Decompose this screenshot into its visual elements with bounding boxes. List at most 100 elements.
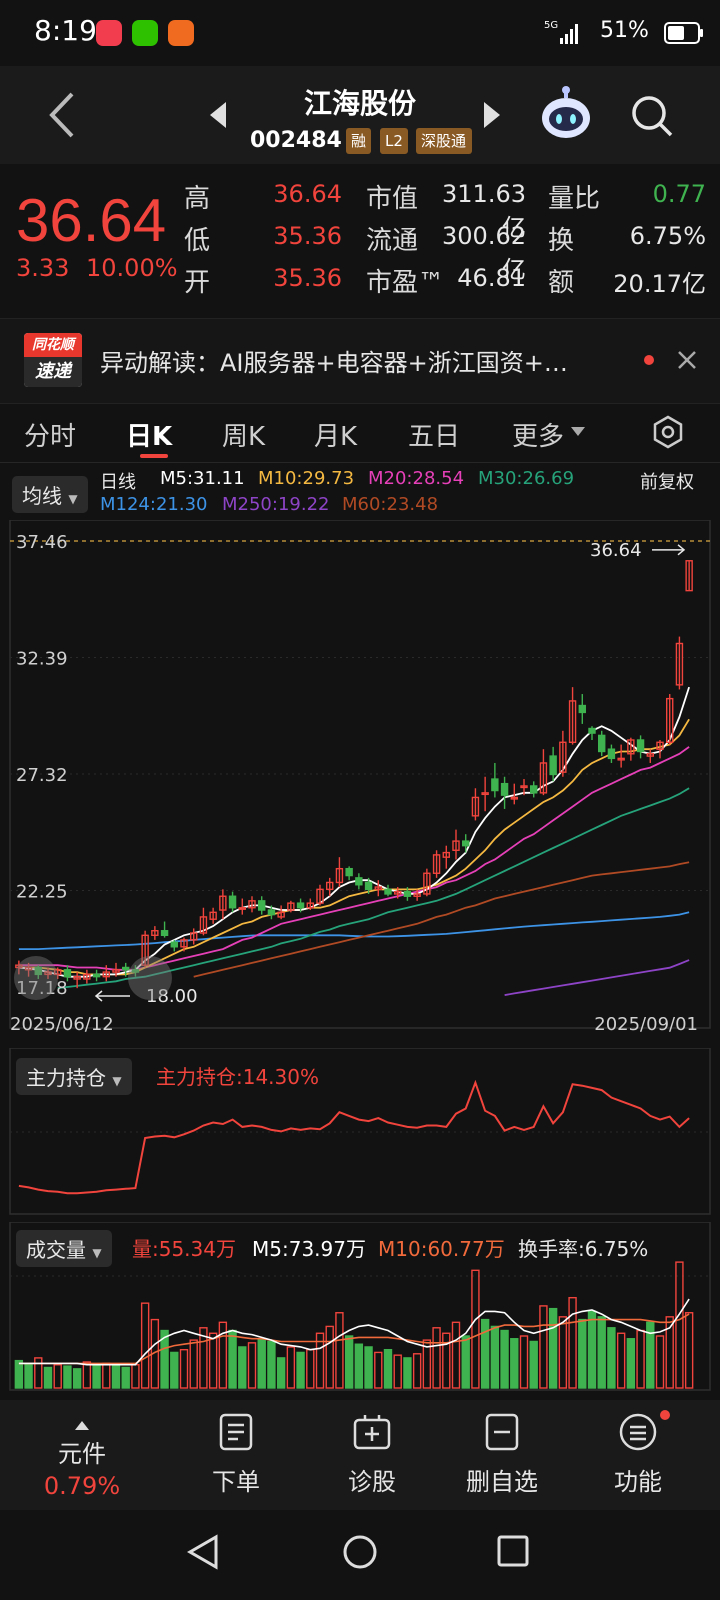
volume-bar — [364, 1346, 373, 1389]
ma60-label: M60:23.48 — [342, 494, 439, 515]
volume-bar — [568, 1296, 577, 1389]
volume-bar — [442, 1332, 451, 1389]
wechat-icon — [132, 20, 158, 46]
volume-bar — [597, 1316, 606, 1389]
volume-header: 成交量 ▼ 量:55.34万 M5:73.97万 M10:60.77万 换手率:… — [0, 1230, 720, 1267]
bottom-toolbar: 元件 0.79% 下单 诊股 删自选 — [0, 1400, 720, 1510]
volume-bar — [510, 1338, 519, 1389]
candle — [102, 965, 110, 982]
back-icon[interactable] — [44, 90, 80, 140]
candle — [656, 739, 664, 759]
volume-bar — [374, 1351, 383, 1389]
stock-name: 江海股份 — [303, 87, 416, 120]
candle — [151, 926, 159, 940]
candle — [355, 873, 363, 890]
candle-body — [462, 840, 470, 847]
turnover-value: 6.75% — [629, 222, 706, 250]
nav-home-icon[interactable] — [342, 1534, 378, 1570]
sector-button[interactable]: 元件 0.79% — [12, 1400, 152, 1510]
adjust-mode[interactable]: 前复权 — [640, 472, 694, 493]
connect-tag: 深股通 — [416, 128, 472, 154]
open-label: 开 — [184, 268, 211, 298]
candle — [316, 884, 324, 906]
volume-bar — [53, 1364, 62, 1389]
tab-weekly-k[interactable]: 周K — [222, 422, 266, 452]
order-label: 下单 — [212, 1468, 260, 1496]
candle — [481, 776, 489, 812]
line-type-label: 日线 — [100, 472, 136, 493]
candle — [209, 907, 217, 924]
volume-bar — [607, 1327, 616, 1389]
y-axis-tick: 17.18 — [16, 978, 68, 999]
ma10-line — [18, 718, 690, 976]
candle — [44, 967, 52, 979]
candle-body — [384, 888, 392, 895]
volume-select[interactable]: 成交量 ▼ — [16, 1230, 112, 1267]
volume-bar — [432, 1327, 441, 1389]
tab-intraday[interactable]: 分时 — [24, 422, 77, 452]
status-time: 8:19 — [34, 14, 97, 47]
volume-bar — [383, 1348, 393, 1389]
volume-bar — [529, 1340, 538, 1389]
volume-bar — [344, 1335, 354, 1389]
volume-bar — [636, 1329, 645, 1389]
robot-assistant-icon[interactable] — [538, 86, 594, 142]
l2-tag: L2 — [380, 128, 408, 154]
network-icon: 5G — [544, 20, 559, 31]
prev-stock-icon[interactable] — [208, 100, 228, 130]
close-icon[interactable] — [676, 349, 698, 371]
force-value-label: 主力持仓:14.30% — [156, 1065, 319, 1089]
force-select[interactable]: 主力持仓 ▼ — [16, 1058, 132, 1095]
candle — [248, 896, 256, 913]
volume-chart[interactable] — [0, 1222, 720, 1392]
candle — [364, 877, 373, 894]
volume-bar — [72, 1368, 82, 1389]
tab-daily-k[interactable]: 日K — [126, 422, 173, 452]
function-label: 功能 — [614, 1468, 662, 1496]
remove-watchlist-button[interactable]: 删自选 — [432, 1400, 572, 1510]
candle-body — [394, 890, 402, 895]
next-stock-icon[interactable] — [482, 100, 502, 130]
candle-body — [209, 911, 217, 920]
candle — [219, 889, 227, 920]
chevron-down-icon: ▼ — [112, 1074, 122, 1088]
news-logo-top: 同花顺 — [24, 333, 82, 357]
news-banner[interactable]: 同花顺 速递 异动解读：AI服务器+电容器+浙江国资+… — [0, 318, 720, 404]
amount-label: 额 — [548, 268, 575, 298]
settings-icon[interactable] — [650, 414, 686, 450]
nav-recents-icon[interactable] — [496, 1534, 530, 1568]
candle-body — [92, 973, 101, 978]
volume-bar — [403, 1357, 412, 1389]
candle — [685, 560, 693, 592]
candle — [287, 900, 295, 913]
function-button[interactable]: 功能 — [568, 1400, 708, 1510]
nav-back-icon[interactable] — [186, 1534, 220, 1570]
tab-five-day[interactable]: 五日 — [408, 422, 461, 452]
candle-body — [423, 872, 431, 895]
diagnose-button[interactable]: 诊股 — [302, 1400, 442, 1510]
volume-bar — [616, 1332, 626, 1389]
search-icon[interactable] — [630, 94, 674, 138]
candle — [666, 694, 674, 745]
candle-body — [306, 902, 314, 909]
candle-body — [530, 785, 538, 794]
ma250-line — [504, 959, 690, 996]
candle — [24, 962, 33, 977]
volume-bar — [286, 1346, 296, 1389]
amount-value: 20.17亿 — [613, 270, 706, 298]
candle — [471, 788, 480, 821]
candle — [190, 928, 198, 945]
volume-bar — [335, 1312, 344, 1389]
kline-chart[interactable]: 37.46 32.39 27.32 22.25 17.18 36.64 18.00 2025/… — [0, 520, 720, 1046]
tab-more[interactable]: 更多 — [512, 422, 565, 452]
chevron-down-icon[interactable] — [570, 426, 586, 438]
pe-label: 市盈™ — [366, 268, 445, 298]
candle — [423, 868, 431, 897]
y-axis-tick: 37.46 — [16, 532, 68, 553]
indicator-select[interactable]: 均线 ▼ — [12, 476, 88, 513]
tab-monthly-k[interactable]: 月K — [314, 422, 358, 452]
candle-body — [413, 893, 421, 897]
order-button[interactable]: 下单 — [166, 1400, 306, 1510]
main-force-chart[interactable] — [0, 1048, 720, 1216]
volume-m5-line — [18, 1298, 690, 1366]
